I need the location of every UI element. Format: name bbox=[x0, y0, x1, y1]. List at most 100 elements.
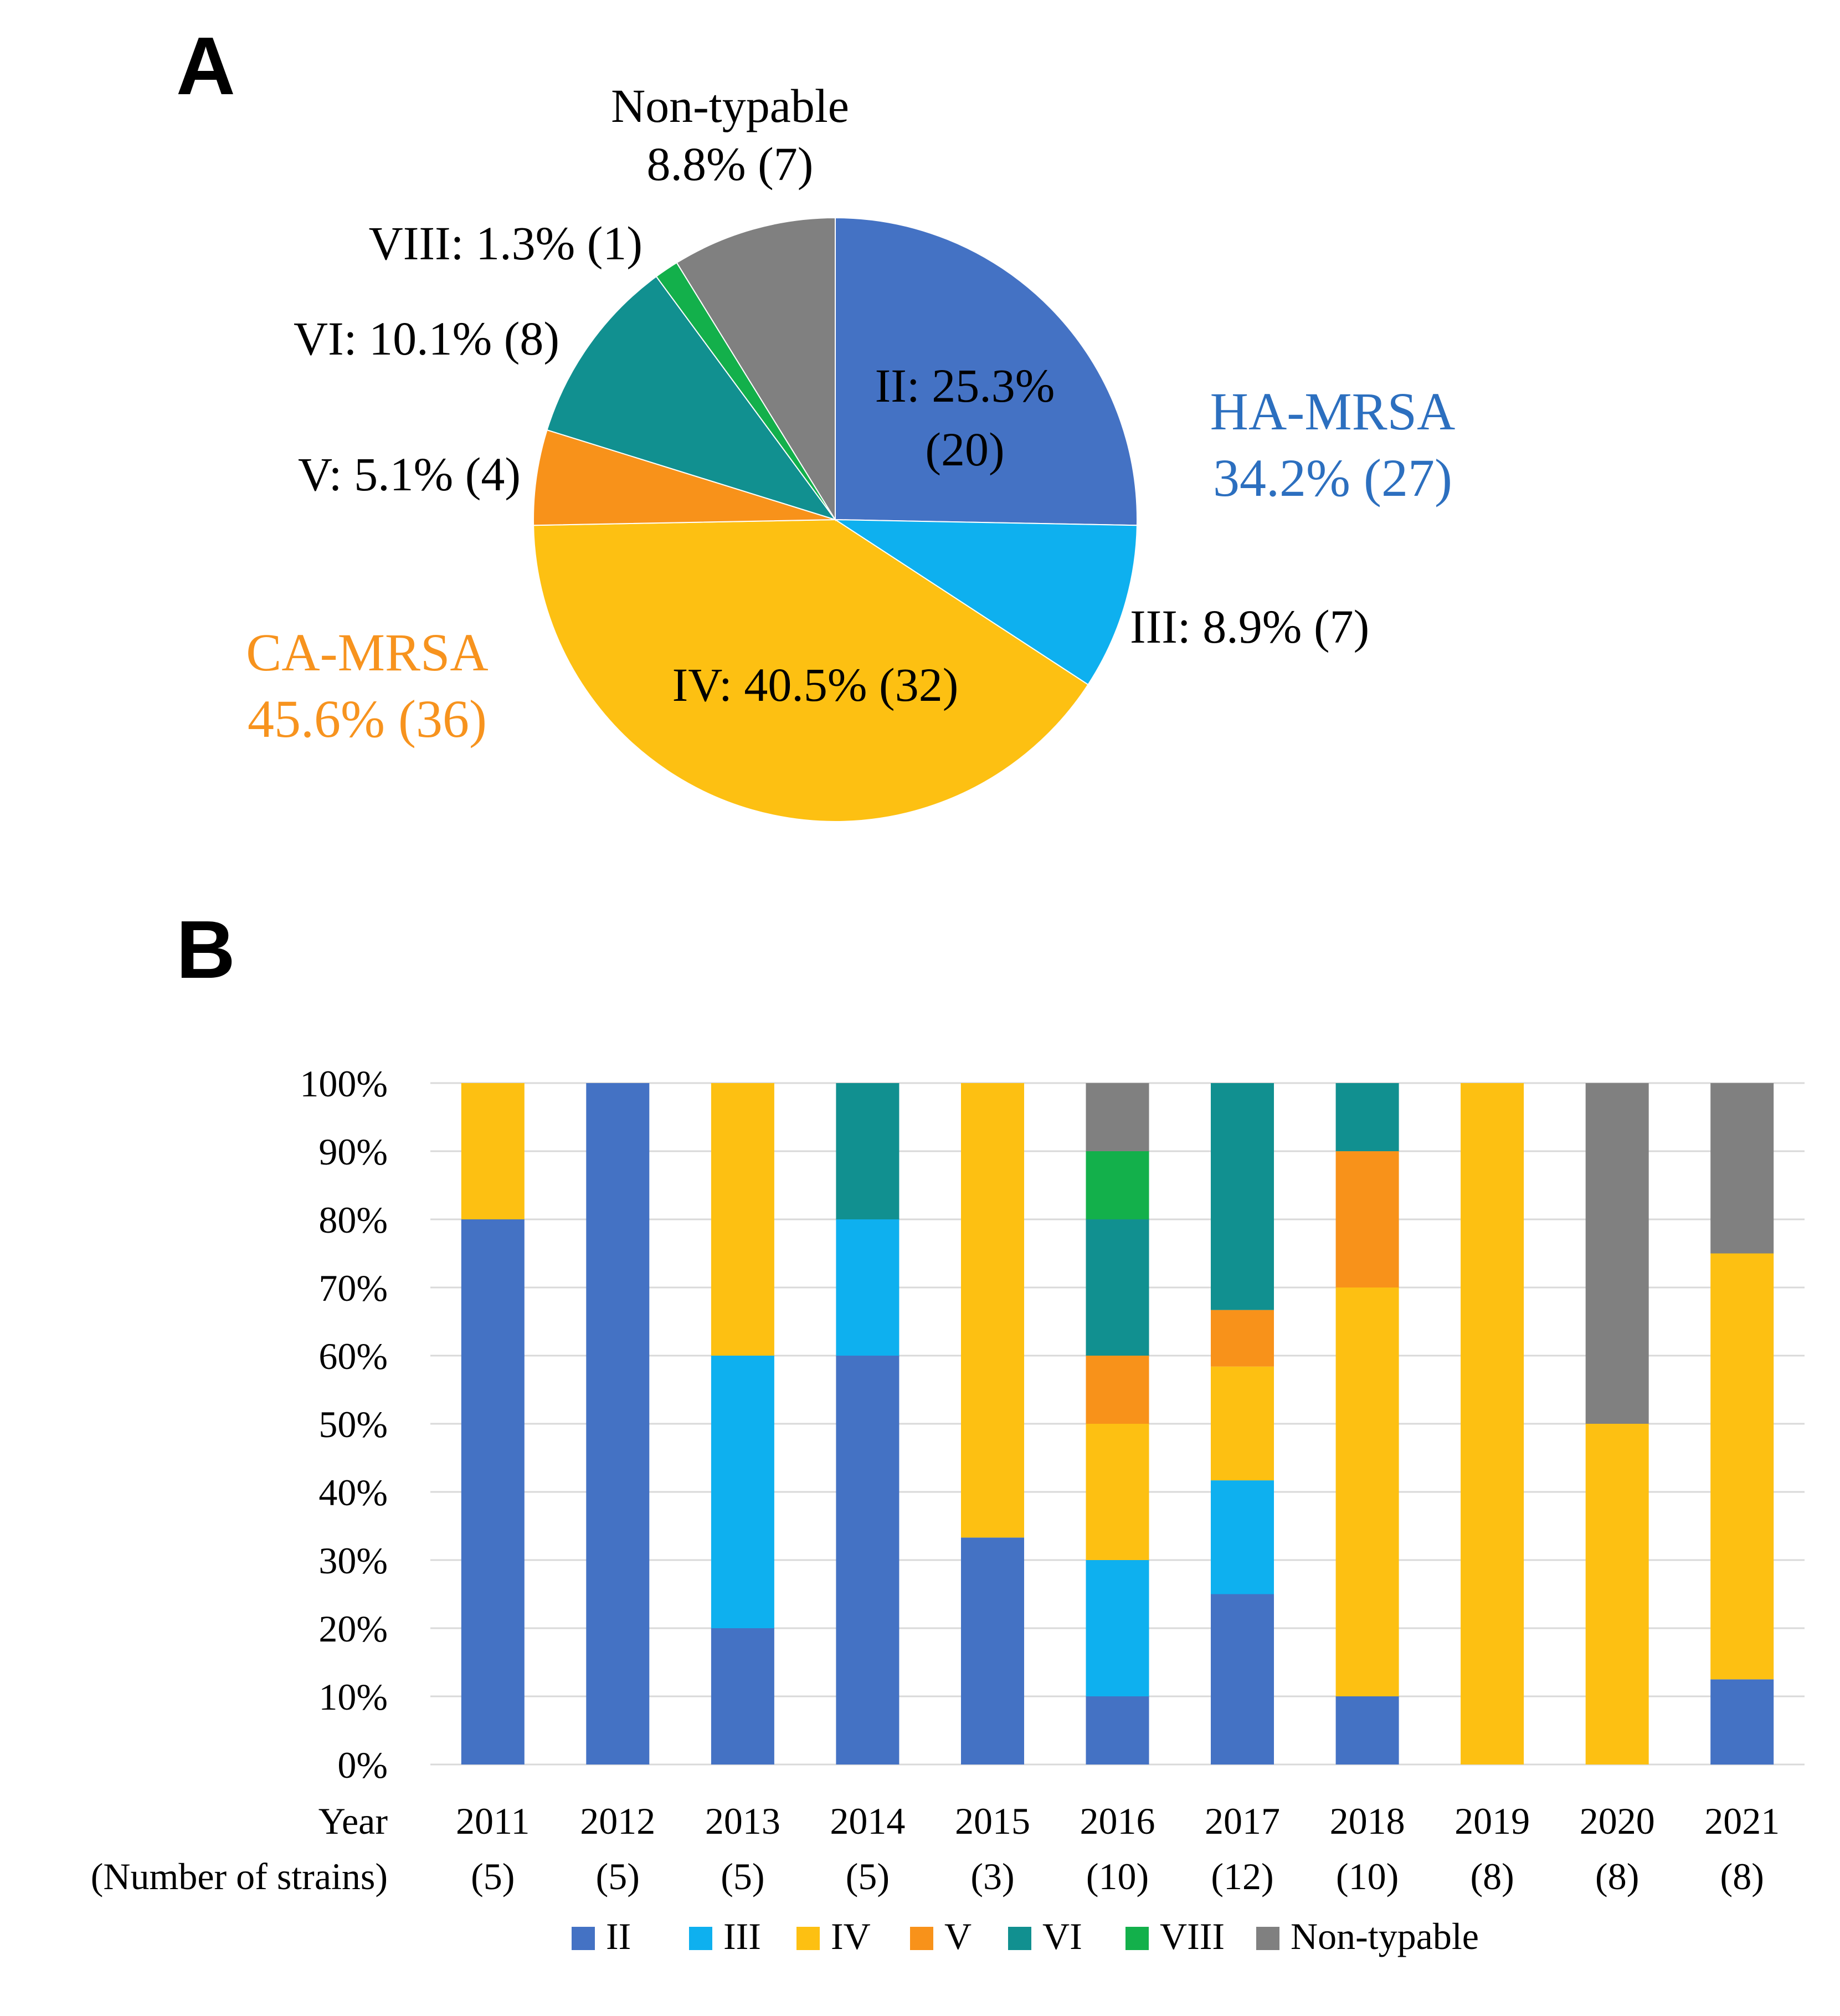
bar-2016-ii bbox=[1086, 1696, 1149, 1764]
legend-swatch-iv bbox=[796, 1927, 820, 1950]
bar-2016-viii bbox=[1086, 1151, 1149, 1219]
x-tick-year-2017: 2017 bbox=[1205, 1800, 1280, 1842]
legend-swatch-viii bbox=[1125, 1927, 1149, 1950]
legend-swatch-non-typable bbox=[1256, 1927, 1279, 1950]
y-tick-label: 90% bbox=[318, 1131, 388, 1173]
bar-2021-ii bbox=[1710, 1679, 1774, 1765]
bar-2021-non-typable bbox=[1710, 1083, 1774, 1254]
legend-label-v: V bbox=[944, 1915, 972, 1957]
bar-2011-ii bbox=[461, 1219, 525, 1764]
bar-2020-iv bbox=[1585, 1424, 1649, 1764]
bar-2015-iv bbox=[961, 1083, 1024, 1538]
panel-a-label: A bbox=[176, 20, 235, 112]
bar-2011-iv bbox=[461, 1083, 525, 1219]
bar-2021-iv bbox=[1710, 1253, 1774, 1680]
y-tick-label: 0% bbox=[337, 1744, 388, 1786]
bar-2013-iv bbox=[711, 1083, 774, 1356]
legend-label-iv: IV bbox=[831, 1915, 871, 1957]
x-tick-count-2015: (3) bbox=[970, 1855, 1014, 1897]
bar-2017-iv bbox=[1211, 1366, 1274, 1481]
legend-swatch-iii bbox=[689, 1927, 712, 1950]
y-tick-label: 40% bbox=[318, 1471, 388, 1514]
bar-y-tick-labels: 0% 10% 20% 30% 40% 50% 60% 70% 80% 90% 100% bbox=[300, 1063, 388, 1786]
pie-label-ii-line2: (20) bbox=[925, 423, 1004, 476]
x-tick-year-2015: 2015 bbox=[955, 1800, 1030, 1842]
pie-label-ii-line1: II: 25.3% bbox=[875, 359, 1055, 412]
bar-2013-iii bbox=[711, 1356, 774, 1628]
y-tick-label: 10% bbox=[318, 1676, 388, 1718]
y-tick-label: 100% bbox=[300, 1063, 388, 1105]
pie-slice-iv bbox=[533, 519, 1089, 822]
bar-2018-ii bbox=[1335, 1696, 1399, 1764]
pie-slices bbox=[533, 217, 1138, 822]
ca-mrsa-label: CA-MRSA bbox=[246, 623, 488, 682]
x-tick-count-2020: (8) bbox=[1595, 1855, 1639, 1897]
ca-mrsa-value: 45.6% (36) bbox=[248, 689, 487, 748]
x-tick-year-2016: 2016 bbox=[1080, 1800, 1155, 1842]
pie-slice-v bbox=[533, 429, 836, 526]
pie-label-iii: III: 8.9% (7) bbox=[1130, 600, 1369, 653]
bar-2018-vi bbox=[1335, 1083, 1399, 1151]
pie-label-nontypable-line2: 8.8% (7) bbox=[647, 137, 814, 191]
bar-2020-non-typable bbox=[1585, 1083, 1649, 1424]
x-tick-year-2020: 2020 bbox=[1580, 1800, 1655, 1842]
legend-label-vi: VI bbox=[1042, 1915, 1082, 1957]
bar-2016-v bbox=[1086, 1356, 1149, 1424]
x-tick-year-2014: 2014 bbox=[830, 1800, 905, 1842]
pie-label-iv: IV: 40.5% (32) bbox=[672, 658, 959, 711]
pie-label-vi: VI: 10.1% (8) bbox=[294, 312, 559, 365]
x-tick-count-2014: (5) bbox=[846, 1855, 890, 1897]
bar-2016-iii bbox=[1086, 1560, 1149, 1696]
bar-2018-iv bbox=[1335, 1287, 1399, 1696]
x-tick-year-2012: 2012 bbox=[580, 1800, 655, 1842]
bar-2016-vi bbox=[1086, 1219, 1149, 1356]
pie-chart: Non-typable 8.8% (7) VIII: 1.3% (1) VI: … bbox=[246, 79, 1455, 822]
x-tick-year-2021: 2021 bbox=[1704, 1800, 1780, 1842]
legend-swatch-vi bbox=[1008, 1927, 1031, 1950]
x-tick-year-2011: 2011 bbox=[456, 1800, 530, 1842]
group-labels: HA-MRSA 34.2% (27) CA-MRSA 45.6% (36) bbox=[246, 382, 1455, 748]
bar-2016-non-typable bbox=[1086, 1083, 1149, 1151]
bar-2017-vi bbox=[1211, 1083, 1274, 1310]
bar-2017-iii bbox=[1211, 1480, 1274, 1594]
bar-chart: 0% 10% 20% 30% 40% 50% 60% 70% 80% 90% 100% 2011 (5… bbox=[91, 1063, 1805, 1957]
x-axis-label-count: (Number of strains) bbox=[91, 1855, 388, 1897]
x-tick-year-2013: 2013 bbox=[705, 1800, 780, 1842]
bar-2018-v bbox=[1335, 1151, 1399, 1287]
x-tick-count-2018: (10) bbox=[1336, 1855, 1399, 1897]
pie-slice-non-typable bbox=[676, 217, 836, 522]
y-tick-label: 30% bbox=[318, 1540, 388, 1582]
legend-label-non-typable: Non-typable bbox=[1291, 1915, 1479, 1957]
pie-label-viii: VIII: 1.3% (1) bbox=[369, 217, 643, 270]
bar-2014-iii bbox=[836, 1219, 900, 1356]
y-tick-label: 70% bbox=[318, 1267, 388, 1309]
legend-label-ii: II bbox=[606, 1915, 631, 1957]
legend-label-iii: III bbox=[723, 1915, 761, 1957]
y-tick-label: 60% bbox=[318, 1335, 388, 1377]
x-tick-year-2019: 2019 bbox=[1454, 1800, 1530, 1842]
x-tick-count-2011: (5) bbox=[471, 1855, 515, 1897]
x-tick-count-2019: (8) bbox=[1470, 1855, 1514, 1897]
legend-label-viii: VIII bbox=[1160, 1915, 1225, 1957]
x-tick-count-2012: (5) bbox=[596, 1855, 640, 1897]
bar-segments bbox=[461, 1083, 1774, 1765]
y-tick-label: 20% bbox=[318, 1608, 388, 1650]
x-axis-label-year: Year bbox=[318, 1800, 388, 1842]
legend-swatch-v bbox=[910, 1927, 933, 1950]
pie-slice-vi bbox=[546, 275, 837, 521]
x-tick-count-2013: (5) bbox=[721, 1855, 764, 1897]
bar-2017-v bbox=[1211, 1310, 1274, 1367]
pie-labels: Non-typable 8.8% (7) VIII: 1.3% (1) VI: … bbox=[294, 79, 1369, 711]
pie-slice-iii bbox=[833, 519, 1138, 686]
x-tick-year-2018: 2018 bbox=[1330, 1800, 1405, 1842]
pie-slice-ii bbox=[835, 217, 1138, 526]
ha-mrsa-value: 34.2% (27) bbox=[1213, 448, 1452, 507]
bar-2014-ii bbox=[836, 1356, 900, 1764]
bar-2017-ii bbox=[1211, 1594, 1274, 1764]
x-tick-count-2021: (8) bbox=[1720, 1855, 1764, 1897]
legend: II III IV V VI VIII Non-typable bbox=[572, 1915, 1479, 1957]
ha-mrsa-label: HA-MRSA bbox=[1210, 382, 1456, 441]
bar-2015-ii bbox=[961, 1537, 1024, 1764]
y-tick-label: 50% bbox=[318, 1403, 388, 1445]
